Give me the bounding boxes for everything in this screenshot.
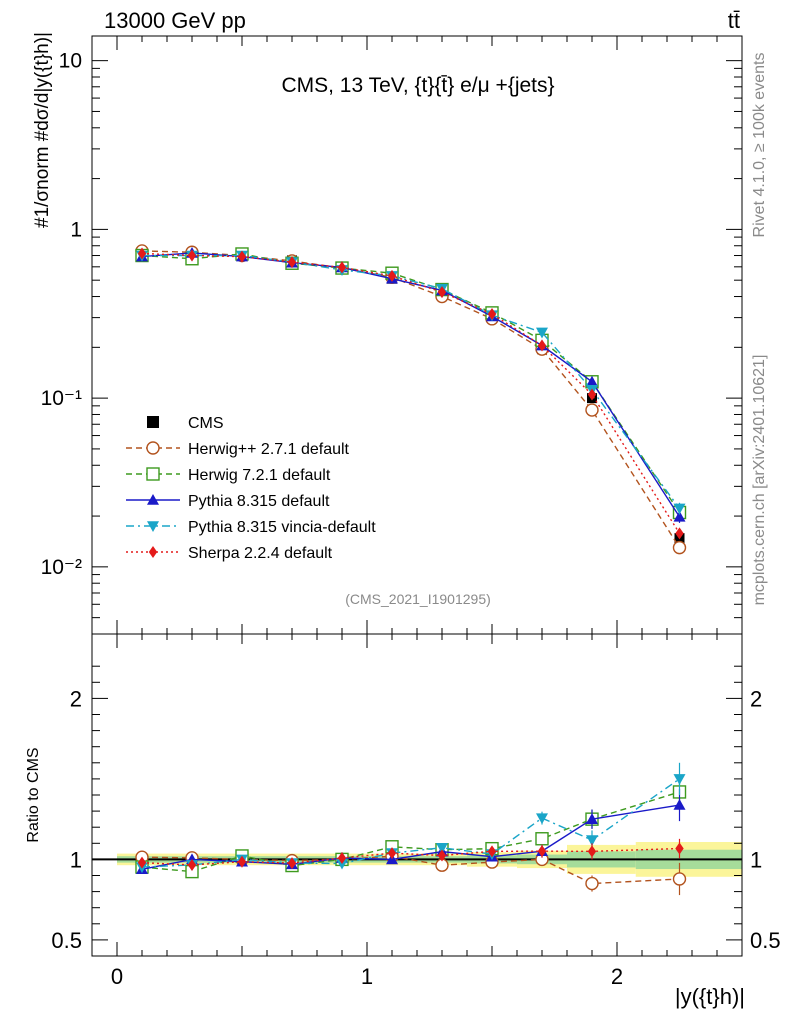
legend-marker-5 xyxy=(148,546,158,558)
series-5-ratio-point xyxy=(437,849,447,862)
series-5-point xyxy=(487,308,497,321)
ratio-tick-label-left: 1 xyxy=(70,847,82,872)
series-5-ratio-point xyxy=(237,855,247,868)
y-tick-label: 10 xyxy=(59,50,82,73)
series-4-ratio-point xyxy=(336,858,348,870)
series-4-point xyxy=(673,503,686,515)
ratio-tick-label-right: 0.5 xyxy=(750,928,781,953)
ratio-tick-label-left: 2 xyxy=(70,686,82,711)
series-1-point xyxy=(585,403,599,417)
series-5-ratio-point xyxy=(587,845,597,858)
x-tick-label: 0 xyxy=(111,964,123,989)
header-right: tt̄ xyxy=(728,8,740,33)
series-3-point xyxy=(586,375,598,387)
y-tick-label: 1 xyxy=(70,218,82,241)
analysis-id: (CMS_2021_I1901295) xyxy=(345,591,491,607)
legend-marker-cms xyxy=(147,416,159,428)
series-4-ratio-line xyxy=(141,778,680,868)
series-4-line xyxy=(142,254,681,509)
legend-label-5: Sherpa 2.2.4 default xyxy=(188,545,333,562)
legend-label-4: Pythia 8.315 vincia-default xyxy=(188,519,376,536)
rivet-label: Rivet 4.1.0, ≥ 100k events xyxy=(751,53,768,238)
legend-marker-3 xyxy=(147,494,159,505)
series-5-ratio-point xyxy=(187,858,197,871)
series-5-point xyxy=(187,249,197,262)
series-5-ratio-point xyxy=(675,842,684,855)
series-4-point xyxy=(536,327,548,339)
series-5-point xyxy=(437,286,447,299)
series-5-ratio-point xyxy=(337,852,347,865)
y-tick-label: 10⁻¹ xyxy=(41,387,82,410)
series-5-point xyxy=(675,527,684,540)
series-5-point xyxy=(587,388,597,401)
ratio-tick-label-right: 2 xyxy=(750,686,762,711)
legend-label-2: Herwig 7.2.1 default xyxy=(188,467,331,484)
series-5-point xyxy=(137,247,147,260)
series-4-ratio-point xyxy=(536,813,548,825)
series-5-ratio-point xyxy=(537,845,547,858)
series-4-ratio-point xyxy=(436,842,448,854)
x-tick-label: 2 xyxy=(611,964,623,989)
series-5-point xyxy=(287,256,297,269)
series-5-ratio-point xyxy=(487,845,497,858)
series-5-point xyxy=(537,339,547,352)
series-3-point xyxy=(673,510,686,522)
y-tick-label: 10⁻² xyxy=(41,556,82,579)
series-1-ratio-point xyxy=(585,876,599,891)
legend: CMS Herwig++ 2.7.1 default Herwig 7.2.1 de… xyxy=(126,415,376,562)
y-axis-label: #1/σnorm #dσ/d|y({t}h)| xyxy=(32,32,53,228)
series-5-point xyxy=(337,261,347,274)
series-5-ratio-point xyxy=(287,857,297,870)
series-2-ratio-point xyxy=(535,832,549,846)
legend-marker-1 xyxy=(146,441,160,455)
header-left: 13000 GeV pp xyxy=(104,8,246,33)
ratio-tick-label-left: 0.5 xyxy=(51,928,82,953)
series-3-ratio-point xyxy=(673,799,686,810)
series-3-ratio-point xyxy=(586,813,598,824)
x-tick-label: 1 xyxy=(361,964,373,989)
series-5-point xyxy=(237,250,247,263)
series-5-ratio-point xyxy=(137,856,147,869)
ratio-y-axis-label: Ratio to CMS xyxy=(25,747,42,842)
series-1-ratio-point xyxy=(672,872,687,886)
legend-marker-2 xyxy=(146,467,160,481)
chart-title: CMS, 13 TeV, {t}{t̄} e/μ +{jets} xyxy=(281,74,554,97)
ratio-plot-frame xyxy=(91,633,743,957)
legend-label-cms: CMS xyxy=(188,415,224,432)
series-4-ratio-point xyxy=(586,835,598,847)
legend-label-1: Herwig++ 2.7.1 default xyxy=(188,441,350,458)
legend-marker-4 xyxy=(147,521,159,532)
series-5-point xyxy=(387,269,397,282)
series-1-point xyxy=(672,540,687,555)
mcplots-label: mcplots.cern.ch [arXiv:2401.10621] xyxy=(751,355,768,606)
ratio-tick-label-right: 1 xyxy=(750,847,762,872)
x-axis-label: |y({t}h)| xyxy=(675,984,745,1009)
legend-label-3: Pythia 8.315 default xyxy=(188,493,330,510)
series-5-ratio-point xyxy=(387,847,397,860)
series-4-ratio-point xyxy=(673,774,686,785)
